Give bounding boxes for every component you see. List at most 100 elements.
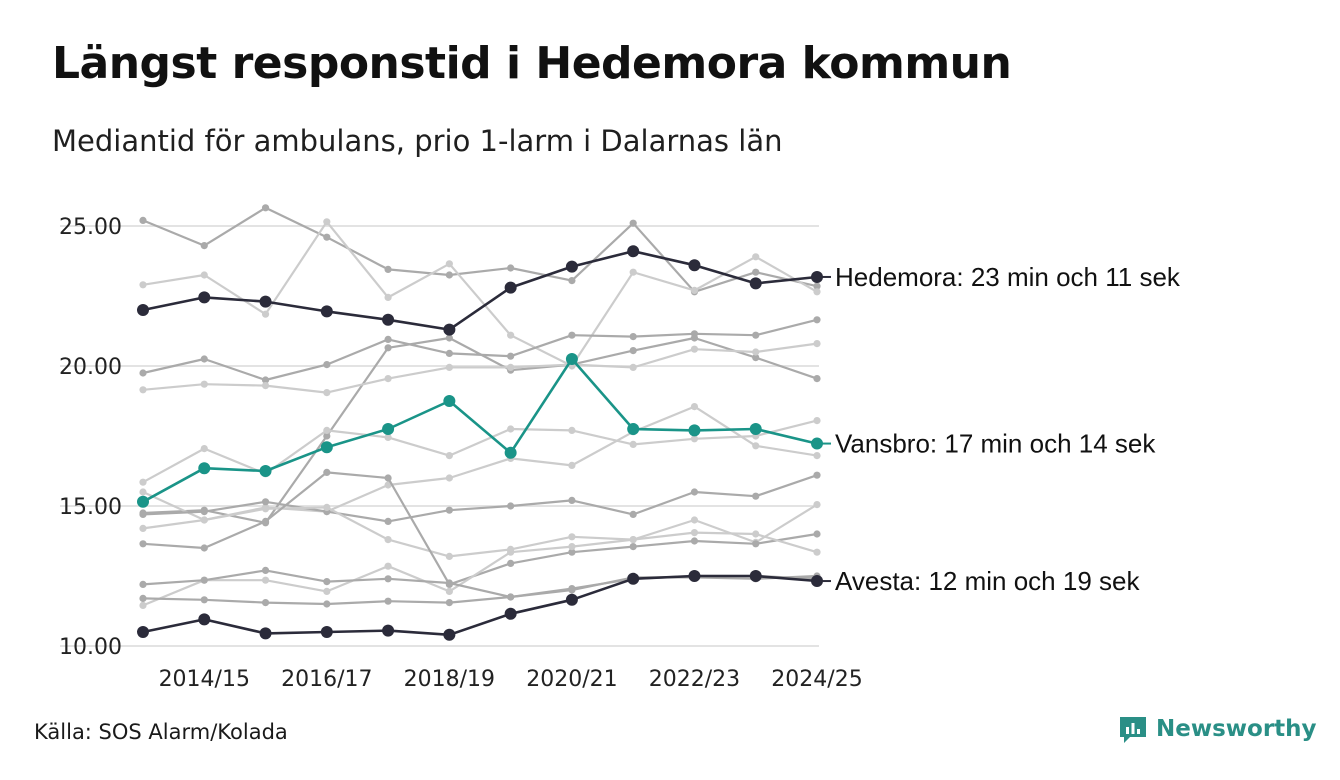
data-point (198, 462, 211, 475)
data-point (137, 495, 149, 508)
chart-title: Längst responstid i Hedemora kommun (52, 38, 1012, 89)
data-point (688, 259, 701, 272)
data-point (507, 425, 515, 433)
data-point (749, 570, 762, 582)
data-point (507, 548, 515, 556)
data-point (813, 501, 821, 509)
series-övrig-9 (139, 501, 821, 561)
data-point (565, 593, 578, 606)
data-point (384, 433, 392, 441)
data-point (752, 348, 760, 356)
data-point (139, 216, 147, 224)
series-line (142, 503, 818, 558)
data-point (568, 461, 576, 469)
data-point (504, 446, 517, 459)
data-point (200, 508, 208, 516)
data-point (200, 516, 208, 524)
data-point (752, 492, 760, 500)
data-point (690, 286, 699, 294)
data-point (261, 310, 270, 318)
data-point (690, 403, 699, 411)
data-point (813, 548, 821, 556)
data-point (752, 540, 760, 548)
data-point (568, 277, 576, 285)
data-point (323, 503, 331, 511)
data-point (690, 345, 699, 353)
series-line (142, 220, 818, 368)
data-point (752, 530, 760, 538)
series-line (142, 405, 818, 522)
brand[interactable]: Newsworthy (1118, 714, 1317, 744)
data-point (627, 423, 640, 435)
data-point (568, 543, 576, 551)
data-point (384, 344, 392, 352)
series-övrig-10 (139, 468, 821, 589)
data-point (813, 288, 821, 296)
x-tick-label: 2022/23 (649, 667, 740, 692)
series-line (142, 474, 818, 523)
data-point (690, 435, 699, 443)
data-point (627, 245, 640, 258)
background-series (139, 204, 821, 610)
data-point (139, 524, 147, 533)
data-point (507, 331, 515, 339)
data-point (504, 281, 517, 294)
data-point (323, 432, 331, 440)
data-point (323, 587, 331, 596)
data-point (445, 349, 453, 357)
data-point (813, 417, 821, 425)
data-point (629, 333, 637, 341)
data-point (813, 340, 821, 348)
series-line (142, 206, 818, 293)
data-point (139, 386, 147, 394)
data-point (323, 389, 331, 397)
data-point (690, 334, 699, 342)
data-point (690, 488, 699, 496)
data-point (445, 474, 453, 482)
data-point (690, 529, 699, 537)
data-point (139, 540, 147, 548)
y-tick-label: 20.00 (59, 355, 122, 380)
data-point (445, 334, 453, 342)
data-point (627, 572, 640, 585)
data-point (813, 471, 821, 479)
data-point (445, 271, 453, 279)
series-vansbro (137, 353, 823, 508)
chart-subtitle: Mediantid för ambulans, prio 1-larm i Da… (52, 124, 783, 158)
data-point (200, 576, 208, 584)
data-point (384, 265, 392, 273)
data-point (445, 506, 453, 514)
data-point (261, 376, 270, 384)
series-line (142, 336, 818, 524)
data-point (139, 594, 147, 603)
data-point (445, 579, 453, 587)
data-point (445, 260, 453, 268)
data-point (200, 271, 208, 279)
data-point (752, 331, 760, 339)
data-point (507, 264, 515, 272)
highlighted-series (137, 245, 823, 641)
data-point (813, 282, 821, 290)
data-point (749, 277, 762, 290)
data-point (384, 536, 392, 544)
data-point (811, 270, 823, 283)
data-point (568, 331, 576, 339)
x-tick-label: 2014/15 (159, 667, 250, 692)
data-point (323, 578, 331, 586)
data-point (384, 474, 392, 482)
data-point (504, 607, 517, 620)
series-hedemora (137, 245, 823, 336)
data-point (384, 562, 392, 570)
data-point (198, 291, 211, 304)
data-point (752, 354, 760, 362)
data-point (198, 613, 211, 626)
brand-name: Newsworthy (1156, 716, 1317, 742)
data-point (139, 510, 147, 518)
data-point (384, 293, 392, 301)
data-point (445, 587, 453, 596)
data-point (384, 335, 392, 343)
x-tick-label: 2024/25 (771, 667, 862, 692)
data-point (259, 295, 272, 308)
source-note: Källa: SOS Alarm/Kolada (34, 720, 288, 744)
line-chart: 10.00 15.00 20.00 25.00 2014/15 2016/17 2018/… (59, 204, 1181, 692)
